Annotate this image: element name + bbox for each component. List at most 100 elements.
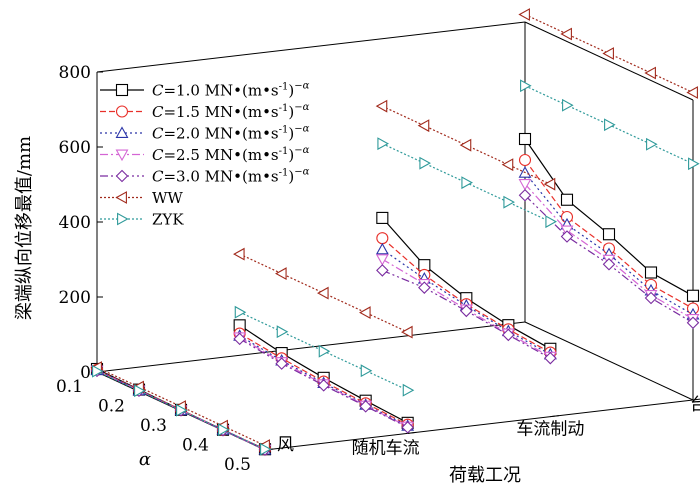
data-point [518,8,530,21]
axis-frame-edge [96,321,526,373]
axis-frame-edge [264,399,694,451]
data-point [359,306,371,320]
data-point [375,242,389,255]
alpha-tick-label: 0.5 [224,455,251,475]
z-tick-label: 0 [80,363,91,383]
data-point [518,179,532,191]
data-point [418,281,431,294]
z-axis-label: 梁端纵向位移最值/mm [14,136,35,320]
data-point [218,423,230,437]
data-point [401,325,413,339]
data-point [602,257,616,271]
legend: C=1.0 MN•(m•s-1)−α C=1.5 MN•(m•s-1)−α C=2.… [100,81,310,229]
data-point [520,79,532,93]
data-point [644,266,658,279]
legend-label: C=1.5 MN•(m•s-1)−α [152,102,310,121]
data-point [377,137,389,151]
series-line [381,237,551,354]
data-point [417,119,430,133]
legend-marker [115,83,129,97]
data-point [134,384,146,398]
data-point [459,138,472,152]
alpha-axis-label: α [139,449,151,470]
series-line [96,370,266,451]
data-point [562,98,574,112]
data-point [560,27,572,41]
legend-label: ZYK [152,211,184,229]
legend-label: WW [152,189,183,207]
data-point [176,403,188,417]
legend-marker [115,126,129,138]
data-point [686,289,700,302]
z-tick-label: 200 [59,288,91,308]
x-tick-label: 车流制动 [516,420,584,440]
data-point [686,86,698,99]
data-point [502,328,515,342]
data-point [560,230,574,243]
data-point [318,344,331,358]
data-point [402,383,415,397]
data-point [359,400,372,413]
alpha-tick-label: 0.1 [56,377,83,397]
alpha-tick-label: 0.4 [182,436,209,456]
x-tick-label: 台风 [690,395,700,415]
x-tick-mark [550,415,559,418]
data-point [602,228,616,241]
data-point [376,211,389,224]
data-point [460,304,473,318]
data-point [234,305,247,319]
x-tick-mark [692,398,700,401]
legend-label: C=3.0 MN•(m•s-1)−α [152,167,310,186]
data-point [518,153,532,167]
data-point [275,357,288,370]
alpha-tick-label: 0.3 [140,416,167,436]
data-point [501,158,514,172]
legend-marker [115,105,129,118]
data-point [518,188,532,202]
data-point [376,264,389,277]
data-point [375,99,388,113]
z-tick-label: 800 [59,63,91,83]
data-point [503,195,515,209]
legend-label: C=1.0 MN•(m•s-1)−α [152,81,310,100]
alpha-tick-label: 0.2 [98,397,125,417]
data-point [419,156,431,170]
x-tick-mark [407,431,417,434]
data-point [375,254,389,266]
data-point [545,215,557,229]
data-point [92,364,104,378]
legend-label: C=2.5 MN•(m•s-1)−α [152,145,310,164]
z-tick-label: 600 [59,138,91,158]
tick-labels: 0 200 400 600 800 风 随机车流 车流制动 台风 0.1 0.2 0.3 0.4 0.5 [56,63,700,475]
data-point [260,442,272,456]
data-point [688,157,700,171]
data-point [686,316,700,330]
series-line [239,333,408,426]
data-point [602,47,614,60]
series-line [524,159,694,310]
data-point [544,351,557,365]
data-point [317,379,330,392]
data-point [604,118,616,132]
data-point [543,177,556,191]
data-point [276,325,289,339]
data-point [233,247,245,261]
data-point [317,286,329,300]
data-point [360,364,373,378]
data-point [233,332,246,346]
legend-marker [115,149,129,162]
legend-label: C=2.0 MN•(m•s-1)−α [152,124,310,143]
data-point [376,232,389,245]
x-tick-label: 风 [277,435,294,455]
axis-frame-edge [524,21,694,101]
data-point [644,291,658,305]
legend-marker [117,212,129,226]
x-axis-label: 荷载工况 [449,465,521,486]
z-tick-label: 400 [59,213,91,233]
legend-marker [115,191,127,204]
data-point [560,193,574,206]
data-point [518,132,532,146]
series-group [90,8,700,457]
series-line [96,369,266,451]
